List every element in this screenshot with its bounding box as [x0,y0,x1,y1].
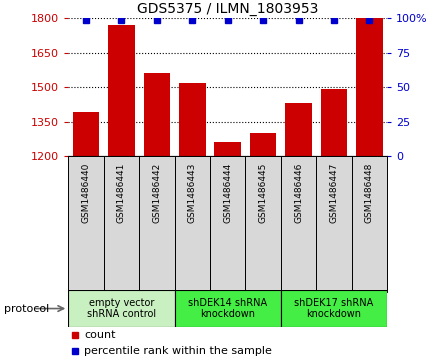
Text: GSM1486446: GSM1486446 [294,163,303,223]
FancyBboxPatch shape [210,156,246,292]
Bar [108,25,135,156]
Text: protocol: protocol [4,303,50,314]
FancyBboxPatch shape [68,290,175,327]
Text: GSM1486442: GSM1486442 [152,163,161,223]
FancyBboxPatch shape [281,156,316,292]
Text: GSM1486443: GSM1486443 [188,163,197,223]
Text: count: count [84,330,116,340]
Text: empty vector
shRNA control: empty vector shRNA control [87,298,156,319]
Bar [73,113,99,156]
FancyBboxPatch shape [175,156,210,292]
FancyBboxPatch shape [352,156,387,292]
FancyBboxPatch shape [246,156,281,292]
FancyBboxPatch shape [281,290,387,327]
Bar [285,103,312,156]
FancyBboxPatch shape [175,290,281,327]
Bar [250,133,276,156]
Text: GSM1486440: GSM1486440 [81,163,91,223]
FancyBboxPatch shape [316,156,352,292]
Text: shDEK14 shRNA
knockdown: shDEK14 shRNA knockdown [188,298,267,319]
Text: GSM1486447: GSM1486447 [330,163,338,223]
FancyBboxPatch shape [104,156,139,292]
Text: percentile rank within the sample: percentile rank within the sample [84,346,272,356]
Bar [143,73,170,156]
Title: GDS5375 / ILMN_1803953: GDS5375 / ILMN_1803953 [137,2,319,16]
Text: GSM1486448: GSM1486448 [365,163,374,223]
FancyBboxPatch shape [68,156,104,292]
Text: GSM1486441: GSM1486441 [117,163,126,223]
Bar [356,18,383,156]
Text: GSM1486445: GSM1486445 [259,163,268,223]
Bar [179,82,205,156]
Text: shDEK17 shRNA
knockdown: shDEK17 shRNA knockdown [294,298,374,319]
FancyBboxPatch shape [139,156,175,292]
Text: GSM1486444: GSM1486444 [223,163,232,223]
Bar [214,142,241,156]
Bar [321,89,347,156]
